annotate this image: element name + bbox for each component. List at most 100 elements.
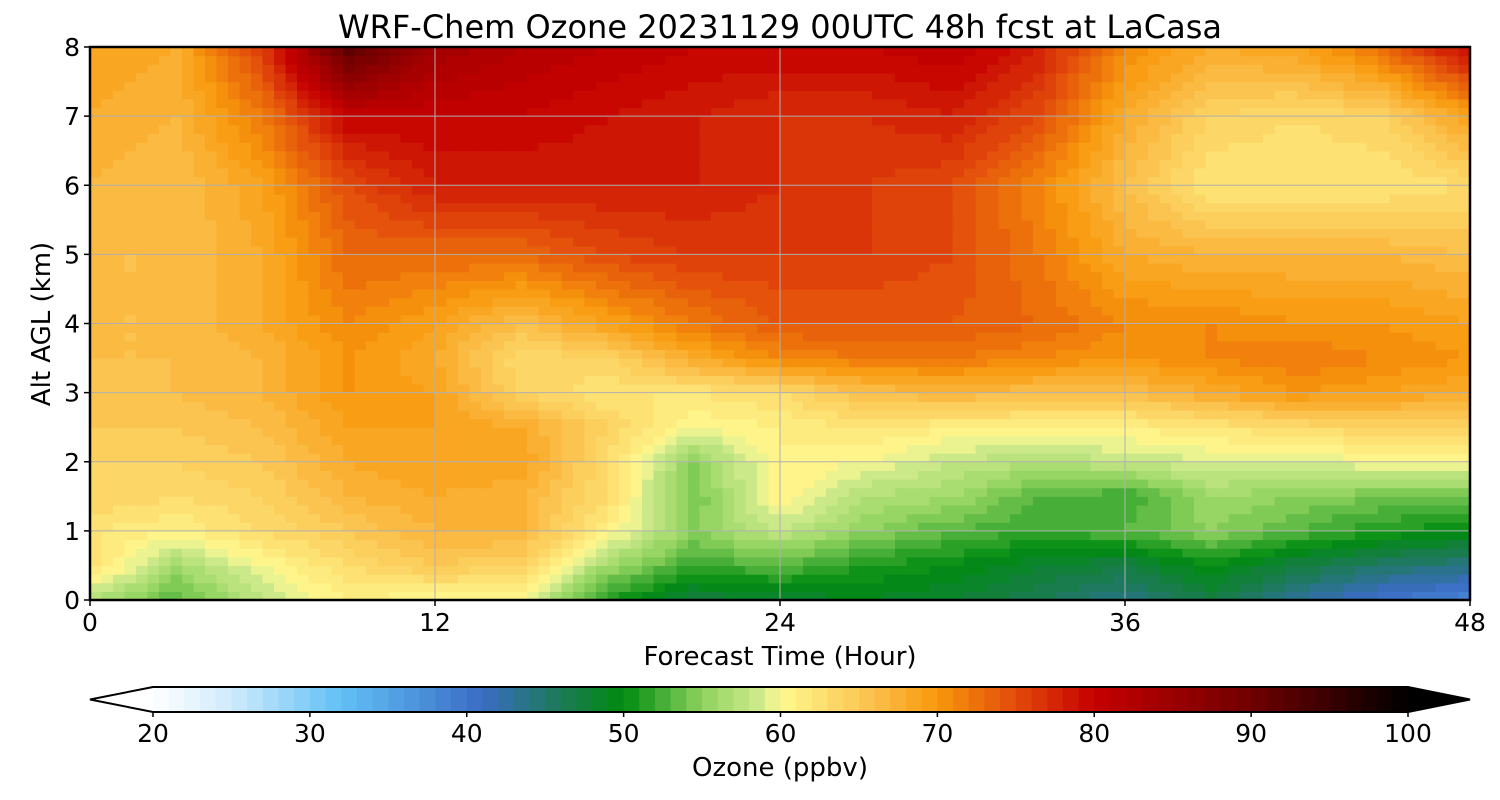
heat-cell [1286,366,1299,376]
heat-cell [1412,496,1425,506]
heat-cell [791,556,804,567]
heat-cell [699,332,712,342]
heat-cell [1355,271,1368,281]
heat-cell [446,340,459,351]
heat-cell [136,479,149,489]
heat-cell [653,565,666,575]
heat-cell [757,409,770,420]
heat-cell [170,280,183,290]
heat-cell [90,574,103,584]
heat-cell [1435,582,1448,592]
heat-cell [711,280,724,290]
heat-cell [1458,314,1470,325]
heat-cell [757,383,770,394]
heat-cell [458,453,471,463]
heat-cell [929,556,942,567]
heat-cell [837,513,850,523]
heat-cell [423,323,436,333]
heat-cell [366,548,379,558]
heat-cell [1401,513,1414,523]
heat-cell [1458,323,1470,333]
heat-cell [596,271,609,281]
heat-cell [1240,409,1253,420]
heat-cell [826,496,839,506]
heat-cell [837,349,850,359]
heat-cell [550,375,563,385]
heat-cell [538,297,551,307]
heat-cell [469,306,482,316]
heat-cell [883,245,896,255]
heat-cell [1366,496,1379,506]
heat-cell [124,530,137,541]
heat-cell [193,306,206,316]
heat-cell [929,418,942,428]
heat-cell [354,427,367,437]
heat-cell [1424,427,1437,437]
heat-cell [492,591,505,600]
heat-cell [619,401,632,411]
heat-cell [1447,392,1460,402]
heat-cell [1021,539,1034,549]
heat-cell [446,409,459,420]
heat-cell [688,306,701,316]
heat-cell [745,254,758,264]
heat-cell [1274,358,1287,368]
heat-cell [573,332,586,342]
heat-cell [297,574,310,584]
heat-cell [1401,280,1414,290]
heat-cell [400,263,413,273]
heat-cell [1332,582,1345,592]
heat-cell [124,323,137,333]
heat-cell [1194,332,1207,342]
heat-cell [722,288,735,299]
heat-cell [274,349,287,359]
heat-cell [1343,271,1356,281]
heat-cell [711,435,724,446]
heat-cell [998,392,1011,402]
heat-cell [262,366,275,376]
heat-cell [320,556,333,567]
heat-cell [1424,479,1437,489]
heat-cell [998,556,1011,567]
heat-cell [699,522,712,532]
heat-cell [1274,288,1287,299]
heat-cell [297,504,310,515]
heat-cell [619,427,632,437]
heat-cell [331,323,344,333]
heat-cell [791,263,804,273]
heat-cell [331,375,344,385]
heat-cell [90,280,103,290]
heat-cell [262,349,275,359]
heat-cell [849,574,862,584]
heat-cell [285,548,298,558]
heat-cell [423,461,436,471]
heat-cell [872,375,885,385]
heat-cell [216,513,229,523]
heat-cell [1194,245,1207,255]
heat-cell [1343,306,1356,316]
heat-cell [642,556,655,567]
heat-cell [642,314,655,325]
heat-cell [193,591,206,600]
heat-cell [170,314,183,325]
heat-cell [1343,522,1356,532]
heat-cell [1274,306,1287,316]
heat-cell [412,435,425,446]
heat-cell [918,479,931,489]
heat-cell [1435,496,1448,506]
heat-cell [1424,409,1437,420]
heat-cell [170,444,183,454]
heat-cell [1286,323,1299,333]
heat-cell [343,332,356,342]
heat-cell [469,487,482,497]
heat-cell [124,496,137,506]
heat-cell [1263,314,1276,325]
heat-cell [1389,280,1402,290]
heat-cell [1159,504,1172,515]
heat-cell [745,237,758,247]
heat-cell [251,288,264,299]
heat-cell [147,254,160,264]
heat-cell [791,461,804,471]
heat-cell [745,504,758,515]
heat-cell [515,427,528,437]
